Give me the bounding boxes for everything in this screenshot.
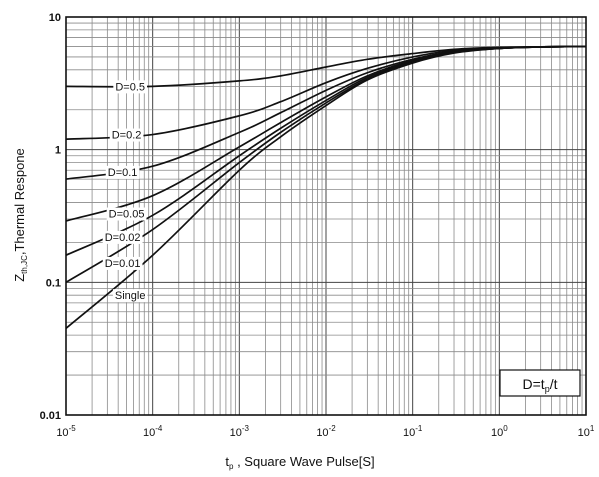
annotation-box	[499, 369, 581, 397]
x-tick-label: 10-1	[403, 424, 423, 439]
x-tick-label: 101	[578, 424, 595, 439]
y-tick-label: 1	[55, 145, 61, 157]
x-axis-label: tp , Square Wave Pulse[S]	[225, 454, 374, 471]
series-label-d-0-1: D=0.1	[108, 167, 138, 179]
y-tick-label: 10	[49, 12, 61, 24]
series-label-bg	[105, 165, 140, 179]
x-tick-label: 100	[491, 424, 508, 439]
series-label-bg	[106, 207, 147, 221]
x-tick-labels: 10-5 10-4 10-3 10-2 10-1 100 101	[56, 424, 595, 439]
x-tick-label: 10-2	[316, 424, 336, 439]
series-label-d-0-5: D=0.5	[115, 81, 145, 93]
x-tick-label: 10-3	[230, 424, 250, 439]
series-label-single: Single	[115, 290, 146, 302]
series-labels: D=0.5 D=0.2 D=0.1 D=0.05 D=0.02 D=0.01 Single	[102, 80, 148, 303]
x-tick-label: 10-4	[143, 424, 163, 439]
y-axis-label: Zth,JC,Thermal Respone	[12, 148, 29, 282]
series-line-single	[65, 45, 587, 329]
series-label-d-0-05: D=0.05	[109, 209, 145, 221]
series-layer	[65, 45, 587, 329]
annotation-text: D=tp/t	[523, 376, 558, 394]
series-label-bg	[109, 128, 144, 142]
series-label-d-0-2: D=0.2	[112, 130, 142, 142]
series-label-bg	[102, 230, 143, 244]
series-label-d-0-02: D=0.02	[105, 232, 141, 244]
series-label-bg	[113, 80, 148, 94]
series-label-bg	[112, 289, 148, 303]
y-tick-label: 0.01	[40, 410, 61, 422]
x-tick-label: 10-5	[56, 424, 76, 439]
duty-cycle-annotation: D=tp/t	[499, 369, 581, 397]
series-label-bg	[102, 256, 143, 270]
series-label-d-0-01: D=0.01	[105, 258, 141, 270]
y-tick-labels: 0.01 0.1 1 10	[40, 12, 61, 422]
plot-frame	[65, 16, 587, 416]
y-tick-label: 0.1	[46, 277, 61, 289]
